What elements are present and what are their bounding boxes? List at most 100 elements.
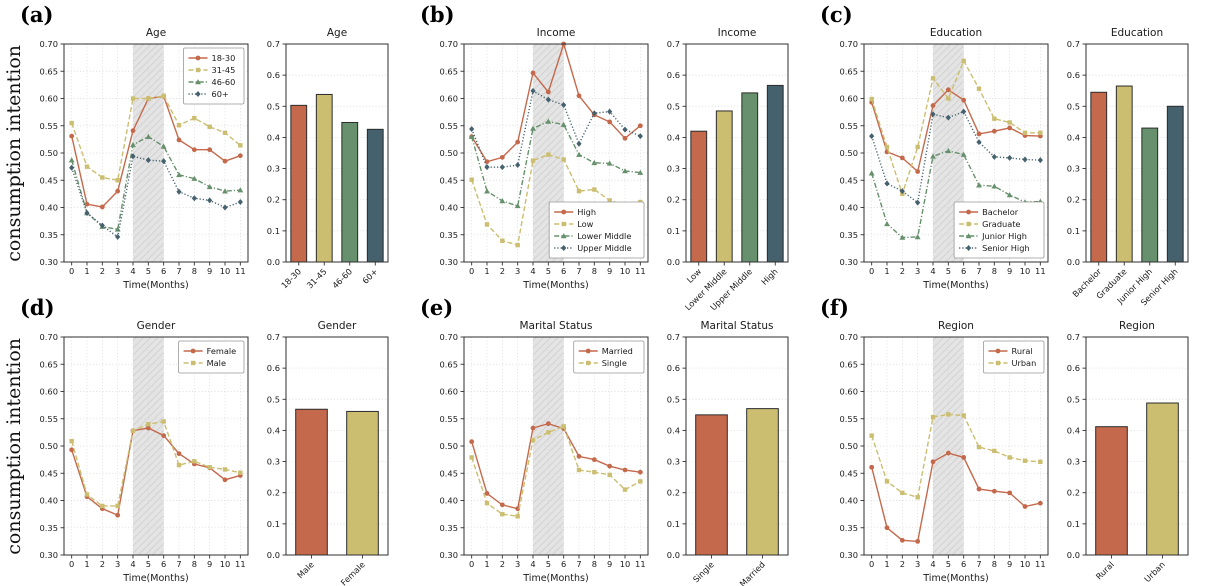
y-tick-label: 0.2 [1067, 195, 1080, 205]
panel-label-d: (d) [20, 295, 55, 320]
x-tick-label: Female [339, 559, 367, 586]
y-tick-label: 0.5 [667, 101, 680, 111]
x-tick-label: High [759, 266, 780, 287]
series-31-45 [69, 93, 243, 183]
x-tick-label: 6 [561, 559, 566, 569]
chart-title: Age [327, 27, 347, 39]
y-tick-label: 0.30 [40, 550, 58, 560]
y-tick-label: 0.1 [1067, 226, 1080, 236]
x-tick-label: 7 [176, 266, 181, 276]
y-tick-label: 0.4 [267, 132, 280, 142]
x-tick-label: 10 [620, 559, 631, 569]
legend-label: Graduate [982, 219, 1020, 229]
y-tick-label: 0.45 [40, 468, 58, 478]
legend: High Low Lower Middle Upper Middle [548, 201, 645, 259]
x-axis-label: Time(Months) [122, 573, 188, 584]
x-tick-label: 8 [992, 559, 997, 569]
y-tick-label: 0.55 [440, 121, 458, 131]
series-graduate [869, 58, 1043, 197]
x-tick-label: 11 [635, 266, 646, 276]
x-tick-label: 0 [69, 266, 74, 276]
chart-title: Marital Status [701, 320, 774, 332]
y-tick-label: 0.30 [840, 257, 858, 267]
legend-label: Female [207, 346, 237, 356]
x-tick-label: 9 [607, 266, 612, 276]
y-tick-label: 0.50 [440, 441, 458, 451]
x-tick-label: 0 [469, 559, 474, 569]
chart-title: Region [938, 320, 974, 332]
y-tick-label: 0.60 [440, 94, 458, 104]
x-tick-label: 3 [115, 559, 120, 569]
y-tick-label: 0.50 [40, 148, 58, 158]
x-tick-label: 9 [207, 559, 212, 569]
y-tick-label: 0.5 [267, 101, 280, 111]
y-tick-label: 0.3 [267, 457, 280, 467]
y-tick-label: 0.7 [267, 39, 280, 49]
x-tick-label: 4 [930, 559, 935, 569]
x-tick-label: 11 [1035, 559, 1046, 569]
y-tick-label: 0.6 [1067, 70, 1080, 80]
line-chart-marital-status: 0.30 0.35 0.40 0.45 0.50 0.55 0.60 0.65 0.70 0 1 2 3… [440, 320, 649, 584]
chart-title: Income [718, 27, 757, 39]
y-tick-label: 0.30 [440, 257, 458, 267]
legend-label: Upper Middle [577, 243, 631, 253]
y-tick-label: 0.35 [40, 230, 58, 240]
x-tick-label: 9 [607, 559, 612, 569]
bar-high [766, 84, 784, 263]
y-tick-label: 0.40 [840, 496, 858, 506]
x-tick-label: 2 [900, 266, 905, 276]
legend: Rural Urban [983, 340, 1045, 374]
line-chart-income: 0.30 0.35 0.40 0.45 0.50 0.55 0.60 0.65 0.70 0 1 2 3… [440, 27, 649, 291]
y-tick-label: 0.30 [840, 550, 858, 560]
y-tick-label: 0.4 [667, 132, 680, 142]
x-tick-label: 60+ [360, 266, 379, 285]
x-tick-label: 7 [176, 559, 181, 569]
x-tick-label: 1 [884, 559, 889, 569]
legend: 18-30 31-45 46-60 60+ [183, 47, 245, 105]
x-tick-label: 4 [530, 559, 535, 569]
x-tick-label: 5 [946, 559, 951, 569]
series-60+ [69, 153, 243, 240]
y-tick-label: 0.50 [40, 441, 58, 451]
legend-label: Male [207, 358, 226, 368]
x-tick-label: 9 [1007, 559, 1012, 569]
x-tick-label: 2 [900, 559, 905, 569]
y-tick-label: 0.35 [840, 523, 858, 533]
chart-title: Income [537, 27, 576, 39]
y-tick-label: 0.2 [667, 195, 680, 205]
y-tick-label: 0.0 [267, 550, 280, 560]
y-tick-label: 0.3 [1067, 164, 1080, 174]
x-tick-label: 6 [961, 559, 966, 569]
line-chart-age: 0.300.350.400.450.500.550.600.650.700 1 2 3… [40, 27, 249, 291]
bar-senior-high [1166, 105, 1184, 263]
y-tick-label: 0.55 [440, 414, 458, 424]
y-tick-label: 0.70 [440, 39, 458, 49]
legend: Bachelor Graduate Junior High Senior High [953, 201, 1045, 259]
y-tick-label: 0.4 [667, 425, 680, 435]
y-tick-label: 0.1 [267, 226, 280, 236]
x-tick-label: 5 [546, 559, 551, 569]
x-tick-label: 7 [576, 266, 581, 276]
y-tick-label: 0.45 [440, 175, 458, 185]
y-axis-label [404, 337, 424, 555]
y-tick-label: 0.60 [40, 387, 58, 397]
x-tick-label: 10 [1020, 266, 1031, 276]
chart-title: Gender [137, 320, 176, 332]
x-tick-label: 3 [915, 559, 920, 569]
panel-label-a: (a) [20, 2, 54, 27]
panel-region: (f) 0.30 0.35 0.40 0.45 0.50 0.55 0.60 0.65 0.70… [804, 293, 1204, 586]
y-tick-label: 0.5 [667, 394, 680, 404]
y-tick-label: 0.4 [1067, 425, 1080, 435]
panel-label-c: (c) [820, 2, 853, 27]
x-tick-label: 11 [235, 266, 246, 276]
bar-urban [1146, 402, 1179, 556]
y-axis-label [804, 44, 824, 262]
panel-label-e: (e) [420, 295, 454, 320]
y-tick-label: 0.40 [840, 203, 858, 213]
y-tick-label: 0.30 [40, 257, 58, 267]
y-tick-label: 0.40 [40, 496, 58, 506]
panel-label-b: (b) [420, 2, 455, 27]
y-tick-label: 0.60 [40, 94, 58, 104]
y-tick-label: 0.1 [667, 226, 680, 236]
y-tick-label: 0.7 [667, 39, 680, 49]
